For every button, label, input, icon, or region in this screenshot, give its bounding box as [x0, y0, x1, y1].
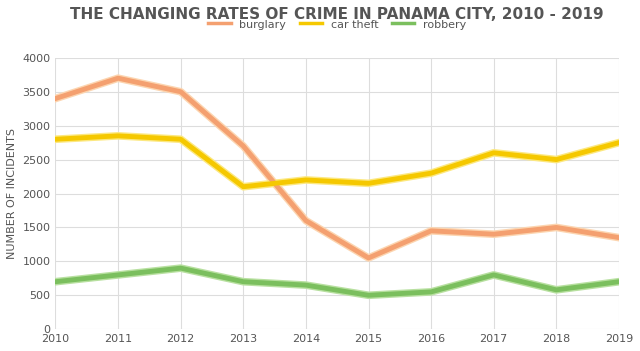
- Legend: burglary, car theft, robbery: burglary, car theft, robbery: [204, 14, 470, 34]
- burglary: [552, 225, 560, 230]
- car theft: [115, 134, 122, 138]
- robbery: [552, 288, 560, 292]
- car theft: [52, 137, 60, 141]
- burglary: [115, 76, 122, 80]
- Line: robbery: robbery: [56, 268, 619, 295]
- car theft: [490, 151, 497, 155]
- robbery: [239, 280, 247, 284]
- robbery: [115, 273, 122, 277]
- car theft: [177, 137, 184, 141]
- robbery: [490, 273, 497, 277]
- robbery: [365, 293, 372, 297]
- burglary: [615, 236, 623, 240]
- Y-axis label: NUMBER OF INCIDENTS: NUMBER OF INCIDENTS: [7, 128, 17, 259]
- robbery: [428, 290, 435, 294]
- burglary: [490, 232, 497, 236]
- burglary: [428, 229, 435, 233]
- car theft: [552, 158, 560, 162]
- car theft: [302, 178, 310, 182]
- robbery: [302, 283, 310, 287]
- Title: THE CHANGING RATES OF CRIME IN PANAMA CITY, 2010 - 2019: THE CHANGING RATES OF CRIME IN PANAMA CI…: [70, 7, 604, 22]
- car theft: [239, 185, 247, 189]
- robbery: [52, 280, 60, 284]
- car theft: [365, 181, 372, 185]
- robbery: [177, 266, 184, 270]
- burglary: [177, 90, 184, 94]
- car theft: [428, 171, 435, 175]
- burglary: [52, 97, 60, 101]
- burglary: [365, 256, 372, 260]
- car theft: [615, 140, 623, 145]
- robbery: [615, 280, 623, 284]
- burglary: [239, 144, 247, 148]
- Line: burglary: burglary: [56, 78, 619, 258]
- burglary: [302, 219, 310, 223]
- Line: car theft: car theft: [56, 136, 619, 187]
